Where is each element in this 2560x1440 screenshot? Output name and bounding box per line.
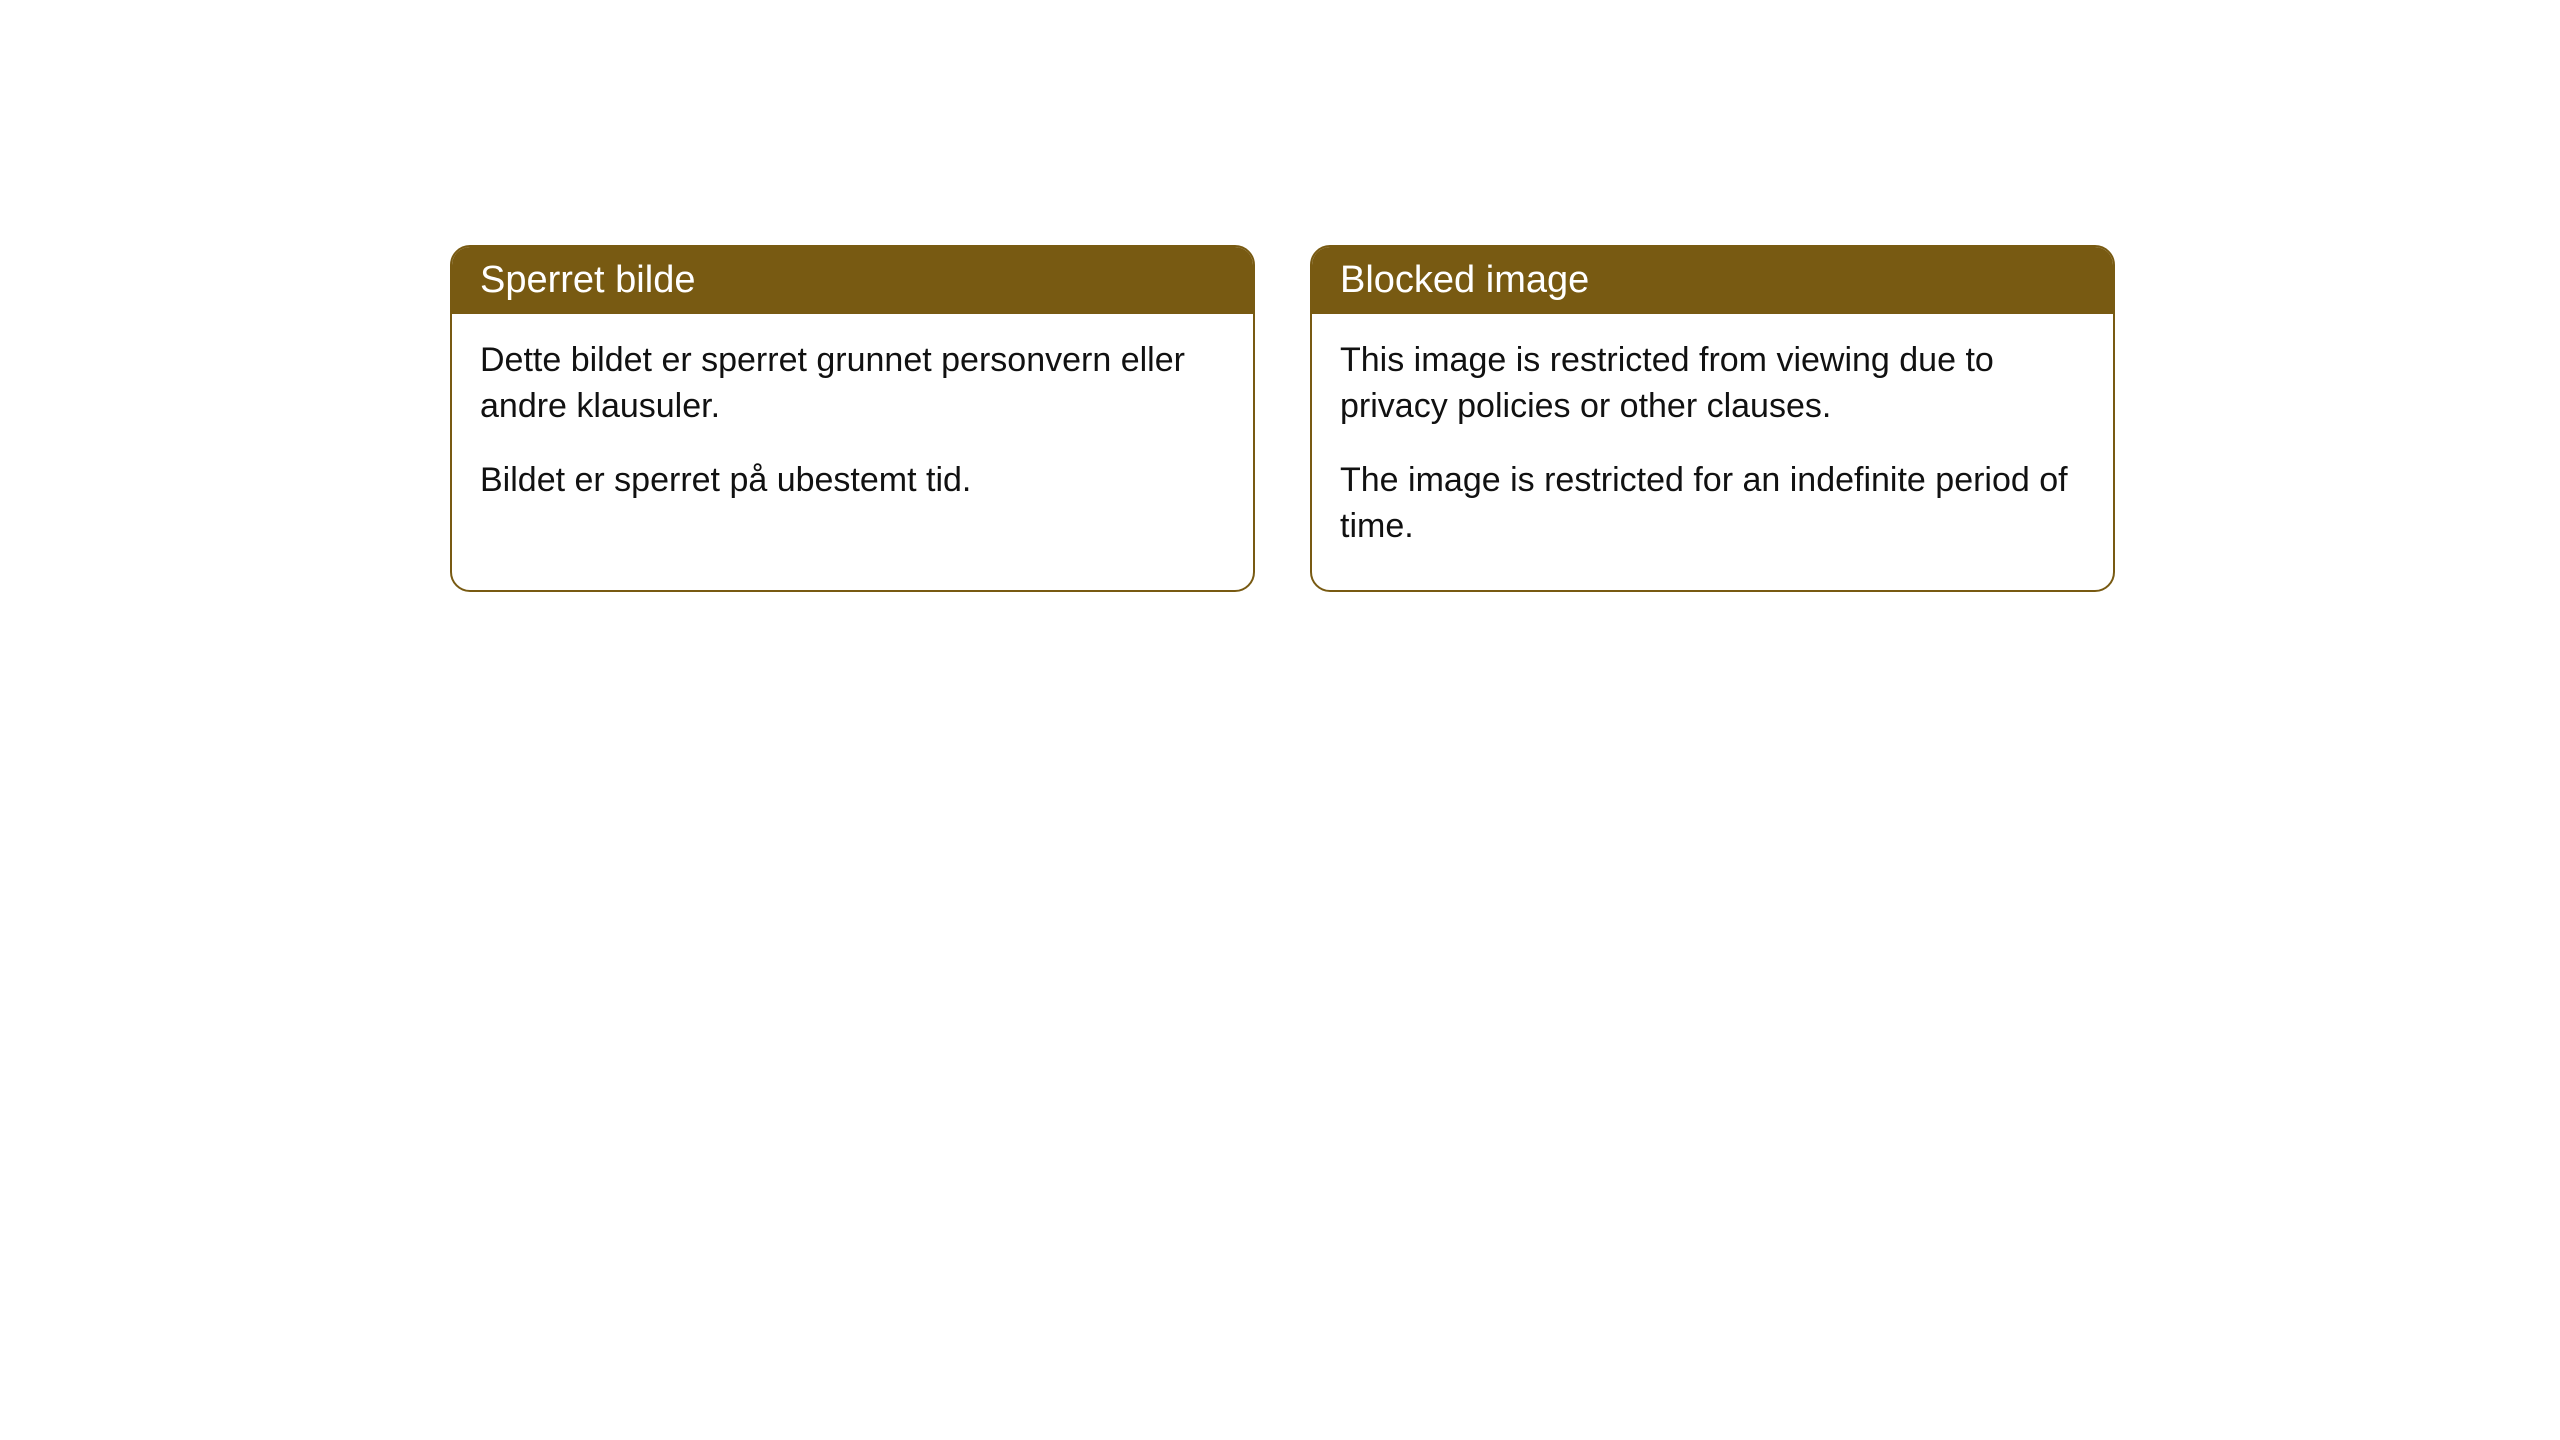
card-body: Dette bildet er sperret grunnet personve… <box>452 314 1253 544</box>
card-paragraph: Bildet er sperret på ubestemt tid. <box>480 458 1225 504</box>
notice-card-english: Blocked image This image is restricted f… <box>1310 245 2115 592</box>
notice-cards-container: Sperret bilde Dette bildet er sperret gr… <box>0 0 2560 592</box>
card-paragraph: This image is restricted from viewing du… <box>1340 338 2085 430</box>
card-paragraph: Dette bildet er sperret grunnet personve… <box>480 338 1225 430</box>
notice-card-norwegian: Sperret bilde Dette bildet er sperret gr… <box>450 245 1255 592</box>
card-header: Blocked image <box>1312 247 2113 314</box>
card-body: This image is restricted from viewing du… <box>1312 314 2113 590</box>
card-paragraph: The image is restricted for an indefinit… <box>1340 458 2085 550</box>
card-header: Sperret bilde <box>452 247 1253 314</box>
